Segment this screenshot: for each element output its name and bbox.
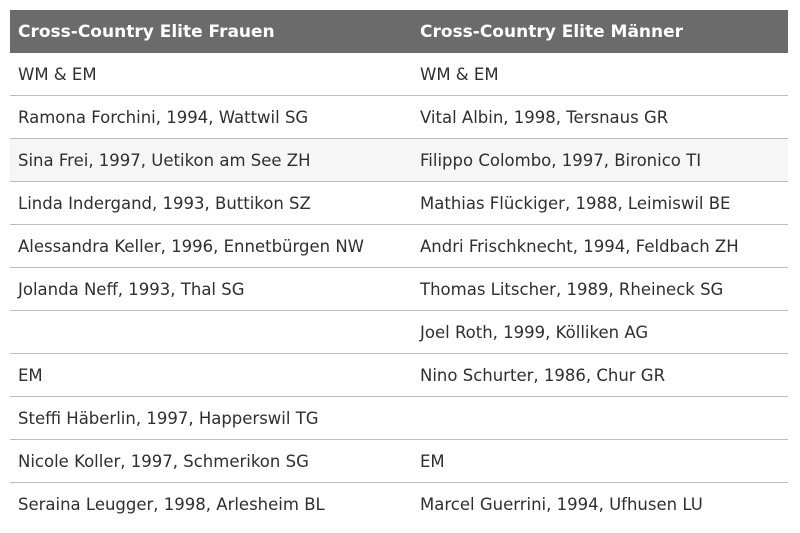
table-cell-women: Linda Indergand, 1993, Buttikon SZ bbox=[10, 181, 412, 225]
table-body: WM & EM WM & EM Ramona Forchini, 1994, W… bbox=[10, 53, 788, 525]
table-cell-men: Filippo Colombo, 1997, Bironico TI bbox=[412, 138, 788, 182]
roster-table-container: Cross-Country Elite Frauen Cross-Country… bbox=[10, 10, 788, 525]
table-cell-men: Joel Roth, 1999, Kölliken AG bbox=[412, 310, 788, 354]
header-women: Cross-Country Elite Frauen bbox=[10, 10, 412, 53]
table-cell-men: Vital Albin, 1998, Tersnaus GR bbox=[412, 95, 788, 139]
table-cell-men: WM & EM bbox=[420, 64, 499, 84]
table-row: Ramona Forchini, 1994, Wattwil SG Vital … bbox=[10, 95, 788, 139]
table-cell-men bbox=[412, 396, 788, 440]
header-row: Cross-Country Elite Frauen Cross-Country… bbox=[10, 10, 788, 53]
table-row: Jolanda Neff, 1993, Thal SG Thomas Litsc… bbox=[10, 267, 788, 311]
table-row: Steffi Häberlin, 1997, Happerswil TG bbox=[10, 396, 788, 440]
table-row: Alessandra Keller, 1996, Ennetbürgen NW … bbox=[10, 224, 788, 268]
table-row: Joel Roth, 1999, Kölliken AG bbox=[10, 310, 788, 354]
table-cell-men: Thomas Litscher, 1989, Rheineck SG bbox=[412, 267, 788, 311]
table-cell-women: Alessandra Keller, 1996, Ennetbürgen NW bbox=[10, 224, 412, 268]
table-cell-women: Steffi Häberlin, 1997, Happerswil TG bbox=[10, 396, 412, 440]
table-row: EM Nino Schurter, 1986, Chur GR bbox=[10, 353, 788, 397]
table-cell-women: Ramona Forchini, 1994, Wattwil SG bbox=[10, 95, 412, 139]
header-men: Cross-Country Elite Männer bbox=[412, 10, 788, 53]
table-cell-men: Marcel Guerrini, 1994, Ufhusen LU bbox=[412, 482, 788, 525]
table-header: Cross-Country Elite Frauen Cross-Country… bbox=[10, 10, 788, 53]
table-cell-women: WM & EM bbox=[18, 64, 97, 84]
table-cell-men: Andri Frischknecht, 1994, Feldbach ZH bbox=[412, 224, 788, 268]
roster-table: Cross-Country Elite Frauen Cross-Country… bbox=[10, 10, 788, 525]
table-cell-women: Sina Frei, 1997, Uetikon am See ZH bbox=[10, 138, 412, 182]
table-cell-women bbox=[10, 310, 412, 354]
table-row: Sina Frei, 1997, Uetikon am See ZH Filip… bbox=[10, 138, 788, 182]
table-cell-women: Jolanda Neff, 1993, Thal SG bbox=[10, 267, 412, 311]
table-row: Linda Indergand, 1993, Buttikon SZ Mathi… bbox=[10, 181, 788, 225]
table-cell-men: Nino Schurter, 1986, Chur GR bbox=[412, 353, 788, 397]
table-cell-men: EM bbox=[412, 439, 788, 483]
table-row: Nicole Koller, 1997, Schmerikon SG EM bbox=[10, 439, 788, 483]
table-row: WM & EM WM & EM bbox=[10, 53, 788, 96]
table-row: Seraina Leugger, 1998, Arlesheim BL Marc… bbox=[10, 482, 788, 525]
table-cell-women: EM bbox=[10, 353, 412, 397]
table-cell-men: Mathias Flückiger, 1988, Leimiswil BE bbox=[412, 181, 788, 225]
table-cell-women: Seraina Leugger, 1998, Arlesheim BL bbox=[10, 482, 412, 525]
table-cell-women: Nicole Koller, 1997, Schmerikon SG bbox=[10, 439, 412, 483]
